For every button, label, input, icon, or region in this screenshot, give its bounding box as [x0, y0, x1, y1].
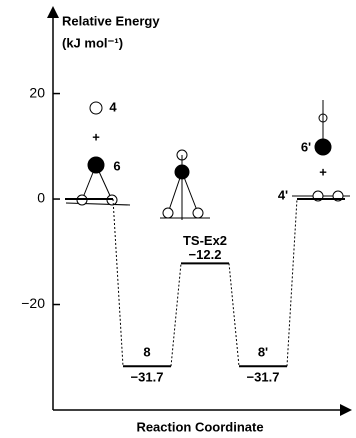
connector [229, 263, 239, 366]
x-axis-title: Reaction Coordinate [136, 419, 263, 434]
state-label: 8' [258, 345, 268, 360]
y-axis-title: Relative Energy [62, 13, 160, 28]
state-label: 8 [143, 345, 150, 360]
y-tick-label: 0 [37, 190, 45, 206]
molecule [66, 100, 350, 220]
annotation: 6' [301, 139, 311, 154]
annotation: + [92, 129, 100, 144]
chart: Relative Energy (kJ mol⁻¹) Reaction Coor… [0, 0, 356, 438]
connector [113, 199, 123, 366]
y-tick-label: −20 [21, 295, 45, 311]
connector [287, 199, 297, 366]
annotation: 6 [113, 158, 120, 173]
value-label: −31.7 [247, 370, 280, 385]
connector [171, 263, 181, 366]
y-axis-title: (kJ mol⁻¹) [62, 35, 123, 50]
y-tick-label: 20 [29, 84, 45, 100]
value-label: −12.2 [189, 247, 222, 262]
annotation: 4 [109, 99, 117, 114]
value-label: −31.7 [131, 370, 164, 385]
annotation: + [319, 164, 327, 179]
annotation: 4' [278, 187, 288, 202]
state-label: TS-Ex2 [183, 233, 227, 248]
